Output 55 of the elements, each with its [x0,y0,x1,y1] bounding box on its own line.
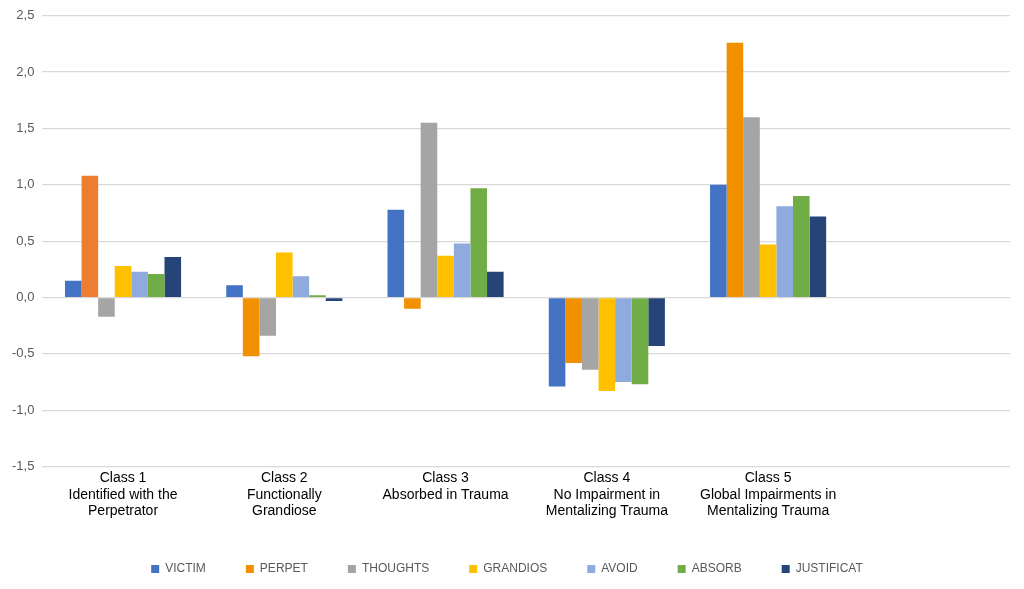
y-tick-label: 2,5 [16,7,35,23]
x-tick-label: Class 3 Absorbed in Trauma [382,468,509,502]
y-tick-label: -1,5 [11,458,35,474]
bar [759,244,777,297]
y-tick-label: 1,0 [16,176,35,192]
y-tick-label: 0,5 [16,232,35,248]
x-tick-label: Class 5 Global Impairments in Mentalizing Trauma [700,468,837,519]
bar [226,285,243,297]
bar [648,298,665,347]
bar [776,206,793,297]
bar [81,175,99,297]
bar [98,298,115,317]
legend-label: PERPET [259,561,309,576]
x-tick-label: Class 2 Functionally Grandiose [246,468,322,519]
legend-label: AVOID [601,561,638,576]
bar [164,256,182,297]
bar [487,271,504,297]
x-tick-label: Class 4 No Impairment in Mentalizing Trauma [545,468,669,519]
bar [64,280,82,297]
bar [147,273,165,297]
bar [404,298,421,309]
bar [437,255,454,297]
bar [420,122,438,297]
legend-label: THOUGHTS [361,561,430,576]
y-tick-label: 1,5 [16,120,35,136]
bar [792,196,810,297]
bar [259,298,277,336]
bar [598,298,616,392]
bar [131,271,148,297]
legend-label: ABSORB [691,561,742,576]
bar [726,42,744,297]
bar [242,298,260,357]
bar [548,298,566,387]
legend-label: VICTIM [165,561,206,576]
legend-label: GRANDIOS [483,561,548,576]
bar [276,252,293,297]
bar [631,298,649,385]
bar [565,298,582,363]
y-tick-label: 0,0 [16,289,35,305]
y-tick-label: -0,5 [11,345,35,361]
y-tick-label: -1,0 [11,401,35,417]
bar [743,117,760,297]
bar [114,265,132,297]
bar [809,216,827,297]
bar [453,243,471,297]
y-tick-label: 2,0 [16,63,35,79]
bar [615,298,632,383]
bar [292,276,310,297]
bar [710,184,727,297]
bar [470,188,488,297]
bar [387,209,405,297]
x-tick-label: Class 1 Identified with the Perpetrator [68,468,178,519]
bar [581,298,599,370]
bar [325,298,343,301]
legend-label: JUSTIFICAT [795,561,864,576]
